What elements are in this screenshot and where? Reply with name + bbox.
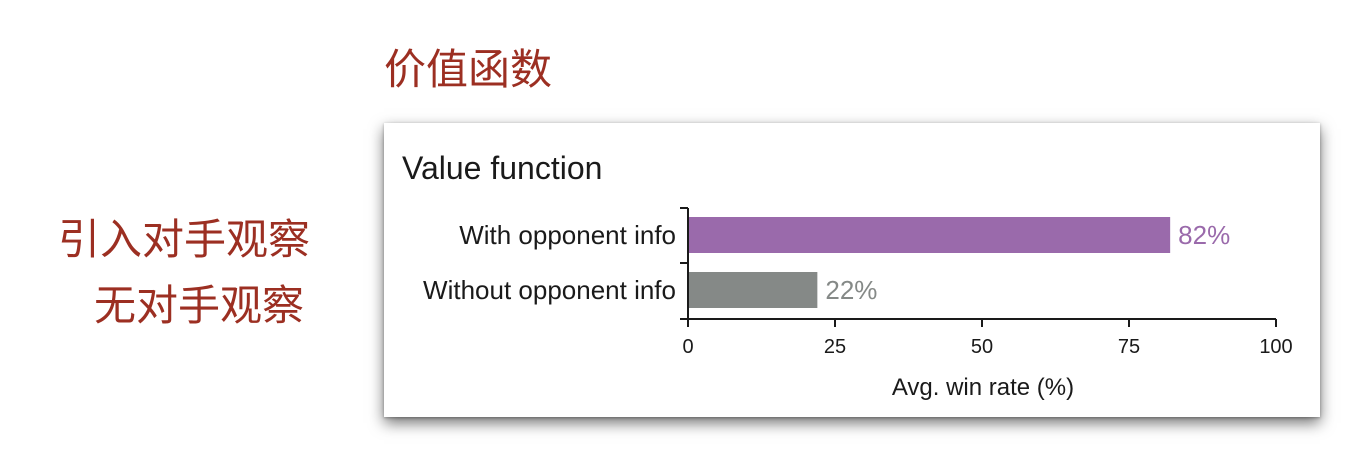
plot-area: 0 25 50 75 100 With opponent info 82% Without o… bbox=[423, 207, 1293, 358]
x-tick-label: 25 bbox=[824, 336, 846, 358]
chart-card: Value function 0 25 50 75 100 With opponent i… bbox=[384, 123, 1320, 417]
x-tick-label: 75 bbox=[1118, 336, 1140, 358]
value-label: 22% bbox=[825, 275, 877, 305]
x-tick-label: 100 bbox=[1259, 336, 1292, 358]
x-axis-title: Avg. win rate (%) bbox=[892, 374, 1074, 401]
category-label: With opponent info bbox=[459, 220, 676, 250]
value-label: 82% bbox=[1178, 220, 1230, 250]
side-label-without-opponent: 无对手观察 bbox=[94, 281, 305, 330]
category-label: Without opponent info bbox=[423, 275, 676, 305]
bar bbox=[689, 217, 1171, 253]
x-tick-label: 0 bbox=[682, 336, 693, 358]
bar bbox=[689, 272, 818, 308]
chart-title: Value function bbox=[402, 150, 602, 186]
slide-title: 价值函数 bbox=[384, 45, 553, 94]
side-label-with-opponent: 引入对手观察 bbox=[58, 215, 311, 264]
bar-chart: Value function 0 25 50 75 100 With opponent i… bbox=[402, 150, 1293, 401]
x-tick-label: 50 bbox=[971, 336, 993, 358]
